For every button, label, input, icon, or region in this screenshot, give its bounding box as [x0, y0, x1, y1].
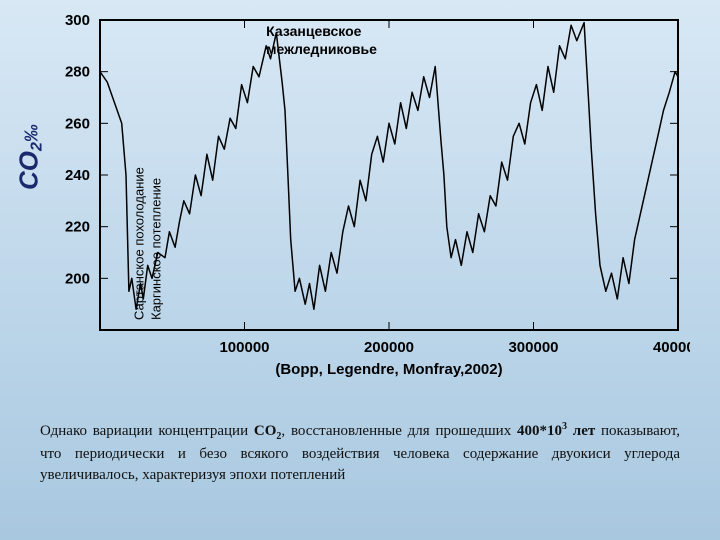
svg-text:Казанцевское: Казанцевское — [266, 23, 362, 39]
caption-prefix: Однако вариации концентрации — [40, 423, 254, 439]
svg-text:Каргинское потепление: Каргинское потепление — [149, 178, 164, 320]
svg-text:240: 240 — [65, 167, 90, 184]
svg-text:280: 280 — [65, 64, 90, 81]
svg-text:(Bopp, Legendre, Monfray,2002): (Bopp, Legendre, Monfray,2002) — [275, 361, 502, 378]
ylabel-unit: ‰ — [21, 124, 41, 142]
svg-text:260: 260 — [65, 115, 90, 132]
caption-text: Однако вариации концентрации СО2, восста… — [40, 420, 680, 486]
svg-text:200: 200 — [65, 270, 90, 287]
svg-text:400000: 400000 — [653, 339, 690, 356]
caption-mid: , восстановленные для прошедших — [281, 423, 517, 439]
svg-text:100000: 100000 — [219, 339, 269, 356]
page: CO2‰ 200 220 240 260 280 300 100000 200000 30000… — [0, 0, 720, 540]
caption-years-num: 400*10 — [517, 423, 562, 439]
ylabel-main: CO — [13, 151, 43, 190]
svg-text:200000: 200000 — [364, 339, 414, 356]
caption-co2: СО — [254, 423, 277, 439]
svg-text:Сартанское похолодание: Сартанское похолодание — [131, 167, 146, 320]
y-axis-label: CO2‰ — [13, 124, 46, 190]
svg-text:300: 300 — [65, 12, 90, 29]
svg-text:220: 220 — [65, 219, 90, 236]
ylabel-subscript: 2 — [29, 142, 46, 151]
co2-chart: 200 220 240 260 280 300 100000 200000 300000 4000… — [30, 10, 690, 390]
svg-text:300000: 300000 — [508, 339, 558, 356]
chart-container: CO2‰ 20022024026028030010000020000030000… — [30, 10, 690, 390]
caption-years-unit: лет — [567, 423, 595, 439]
svg-text:межледниковье: межледниковье — [266, 41, 377, 57]
